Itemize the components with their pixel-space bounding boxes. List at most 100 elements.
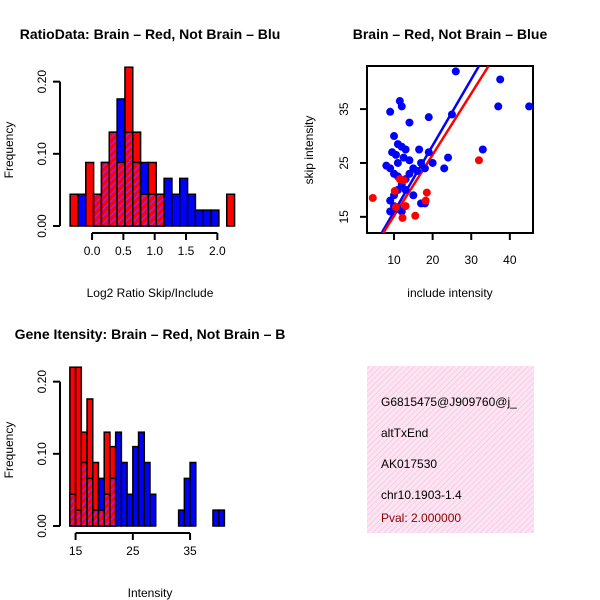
intensity-bar-not-brain (217, 509, 226, 527)
scatter-point-not-brain (413, 167, 422, 176)
scatter-y-tick-label: 15 (337, 210, 351, 224)
scatter-point-not-brain (409, 191, 418, 200)
ratio-bar-not-brain (202, 209, 212, 227)
scatter-fit-line-brain (382, 66, 490, 233)
ratio-y-label: Frequency (2, 122, 16, 179)
intensity-x-label: Intensity (128, 586, 173, 600)
scatter-point-brain (421, 196, 430, 205)
ratio-bar-overlap (124, 131, 134, 227)
ratio-bar-brain (85, 161, 95, 227)
intensity-y-tick-label: 0.00 (35, 514, 49, 538)
scatter-point-not-brain (440, 164, 449, 173)
intensity-bar-overlap (69, 493, 77, 527)
intensity-bar-not-brain (114, 431, 123, 527)
scatter-point-brain (390, 186, 399, 195)
scatter-point-not-brain (447, 110, 456, 119)
intensity-bar-not-brain (189, 461, 197, 527)
scatter-point-not-brain (451, 67, 460, 76)
ratio-bar-not-brain (179, 177, 189, 227)
scatter-panel: Brain – Red, Not Brain – Blue 10 20 30 40 15… (302, 26, 547, 300)
scatter-fit-group (382, 66, 490, 233)
scatter-point-brain (411, 211, 420, 220)
scatter-y-label: skip intensity (302, 116, 316, 185)
scatter-x-tick-label: 10 (387, 253, 401, 267)
intensity-y-tick-label: 0.10 (35, 442, 49, 466)
scatter-point-not-brain (390, 132, 399, 141)
intensity-bar-overlap (74, 509, 83, 527)
scatter-point-not-brain (401, 145, 410, 154)
ratio-y-tick-label: 0.00 (35, 214, 49, 238)
scatter-point-not-brain (525, 102, 534, 111)
scatter-y-tick-label: 35 (337, 102, 351, 116)
intensity-bar-not-brain (212, 509, 220, 527)
ratio-chart-title: RatioData: Brain – Red, Not Brain – Blu (20, 26, 281, 42)
info-gene-id: G6815475@J909760@j_ (381, 395, 517, 409)
ratio-x-tick-label: 2.0 (209, 244, 226, 258)
ratio-bar-brain (225, 193, 236, 227)
ratio-bar-not-brain (210, 209, 220, 227)
scatter-point-not-brain (494, 102, 503, 111)
scatter-point-not-brain (405, 169, 414, 178)
intensity-bar-not-brain (120, 461, 128, 527)
intensity-x-tick-label: 35 (183, 544, 197, 558)
ratio-axes: 0.0 0.5 1.0 1.5 2.0 0.00 0.10 0.20 (35, 70, 226, 258)
intensity-bars (69, 366, 226, 527)
scatter-point-not-brain (444, 153, 453, 162)
scatter-point-not-brain (386, 107, 395, 116)
intensity-bar-overlap (80, 461, 88, 527)
intensity-bar-overlap (109, 477, 117, 527)
scatter-x-tick-label: 40 (503, 253, 517, 267)
scatter-x-label: include intensity (407, 286, 492, 300)
scatter-point-brain (368, 193, 377, 202)
scatter-point-not-brain (405, 118, 414, 127)
scatter-point-brain (474, 156, 483, 165)
intensity-bar-overlap (92, 509, 100, 527)
ratio-bar-overlap (147, 193, 158, 227)
scatter-point-not-brain (386, 207, 395, 216)
intensity-bar-not-brain (149, 493, 157, 527)
scatter-point-brain (422, 188, 431, 197)
ratio-bar-not-brain (77, 193, 87, 227)
scatter-chart-title: Brain – Red, Not Brain – Blue (353, 26, 548, 42)
intensity-bar-overlap (86, 477, 94, 527)
scatter-point-not-brain (478, 145, 487, 154)
ratio-bar-not-brain (163, 177, 173, 227)
scatter-point-brain (399, 176, 408, 185)
scatter-point-not-brain (428, 158, 437, 167)
scatter-axes: 10 20 30 40 15 25 35 (337, 102, 517, 267)
scatter-point-not-brain (393, 158, 402, 167)
scatter-point-brain (391, 203, 400, 212)
scatter-y-tick-label: 25 (337, 156, 351, 170)
scatter-point-not-brain (401, 185, 410, 194)
ratio-x-label: Log2 Ratio Skip/Include (87, 286, 214, 300)
scatter-point-not-brain (405, 156, 414, 165)
intensity-bar-overlap (103, 493, 111, 527)
intensity-bar-overlap (97, 509, 105, 527)
ratio-bar-overlap (139, 193, 150, 227)
scatter-point-not-brain (420, 164, 429, 173)
ratio-histogram-panel: RatioData: Brain – Red, Not Brain – Blu … (2, 26, 280, 300)
intensity-bar-not-brain (177, 509, 186, 527)
intensity-bar-brain (74, 366, 83, 527)
intensity-bar-not-brain (126, 493, 134, 527)
info-accession: AK017530 (381, 457, 437, 471)
ratio-bar-brain (69, 193, 79, 227)
intensity-chart-title: Gene Itensity: Brain – Red, Not Brain – … (15, 326, 286, 342)
ratio-bar-not-brain (186, 193, 197, 227)
info-event-type: altTxEnd (381, 426, 428, 440)
scatter-points (368, 66, 534, 233)
intensity-x-tick-label: 15 (69, 544, 83, 558)
ratio-y-tick-label: 0.20 (35, 70, 49, 94)
scatter-x-tick-label: 30 (465, 253, 479, 267)
intensity-y-label: Frequency (2, 422, 16, 479)
ratio-bar-overlap (108, 131, 118, 227)
intensity-x-tick-label: 25 (126, 544, 140, 558)
intensity-bar-not-brain (183, 477, 191, 527)
scatter-point-not-brain (415, 145, 424, 154)
info-panel: G6815475@J909760@j_ altTxEnd AK017530 ch… (367, 366, 534, 533)
ratio-bar-overlap (155, 193, 165, 227)
ratio-bar-overlap (132, 161, 142, 227)
ratio-bar-overlap (92, 193, 103, 227)
scatter-point-not-brain (391, 150, 400, 159)
